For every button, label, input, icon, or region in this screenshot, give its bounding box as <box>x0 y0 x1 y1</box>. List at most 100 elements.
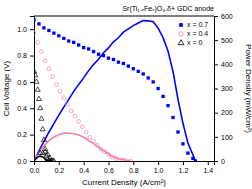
tick: 0.6 <box>104 161 114 174</box>
voltage-point <box>62 37 65 40</box>
voltage-point <box>67 39 70 42</box>
tick-label: 0.0 <box>17 158 27 165</box>
tick-label: 0.6 <box>17 79 27 86</box>
voltage-point <box>77 120 81 124</box>
tick-label: 500 <box>221 37 233 44</box>
tick-mark <box>183 161 184 165</box>
tick-label: 100 <box>221 134 233 141</box>
tick-label: 300 <box>221 85 233 92</box>
voltage-point <box>127 64 130 67</box>
power-line <box>34 133 131 161</box>
voltage-point <box>72 41 75 44</box>
tick-label: 0.4 <box>17 105 27 112</box>
voltage-point <box>166 104 169 107</box>
voltage-point <box>92 139 96 143</box>
voltage-point <box>88 135 92 139</box>
voltage-point <box>69 109 73 113</box>
tick-mark <box>30 82 34 83</box>
chart: 0.00.20.40.60.81.01.21.40.00.20.40.60.81… <box>0 0 252 189</box>
voltage-point <box>35 87 40 91</box>
y-axis-line <box>30 17 35 162</box>
tick-label: 1.2 <box>179 167 189 174</box>
legend-item: x = 0.4 <box>179 30 208 37</box>
voltage-point <box>51 75 55 79</box>
voltage-point <box>73 114 77 118</box>
voltage-point <box>186 151 189 154</box>
legend: x = 0.7 x = 0.4 x = 0 <box>178 21 208 46</box>
tick-mark <box>30 29 34 30</box>
tick-label: 600 <box>221 13 233 20</box>
tick-mark <box>214 16 218 17</box>
voltage-point <box>107 153 111 157</box>
voltage-point <box>52 31 55 34</box>
legend-label: x = 0.7 <box>187 21 208 28</box>
voltage-point <box>97 53 100 56</box>
tick-mark <box>214 89 218 90</box>
tick: 0.8 <box>129 161 139 174</box>
voltage-point <box>107 57 110 60</box>
voltage-point <box>38 105 43 109</box>
y2-axis-title: Power Density (mW/cm²) <box>244 44 252 133</box>
legend-label: x = 0.4 <box>187 30 208 37</box>
voltage-point <box>43 59 47 63</box>
voltage-point <box>125 159 129 161</box>
y2-axis-line <box>215 17 219 162</box>
voltage-point <box>147 76 150 79</box>
tick: 500 <box>214 37 233 44</box>
voltage-point <box>34 72 38 76</box>
voltage-point <box>99 147 103 151</box>
tick-mark <box>214 113 218 114</box>
tick-label: 200 <box>221 109 233 116</box>
tick-label: 0.8 <box>17 52 27 59</box>
y-axis: 0.00.20.40.60.81.0 <box>17 17 34 165</box>
tick-mark <box>30 135 34 136</box>
voltage-point <box>47 29 50 32</box>
tick-label: 1.0 <box>17 26 27 33</box>
tick: 0.6 <box>17 79 34 86</box>
legend-marker <box>179 32 183 36</box>
tick: 1.0 <box>17 26 34 33</box>
voltage-point <box>87 47 90 50</box>
title: Sr(Ti₁₋ₓFeₓ)O₃₋δ+ GDC anode <box>122 5 214 13</box>
plot-frame <box>34 16 214 17</box>
y2-axis: 0 100 200 300 400 500 600 <box>214 13 233 165</box>
voltage-point <box>137 70 140 73</box>
tick-mark <box>59 161 60 165</box>
tick: 0.8 <box>17 52 34 59</box>
tick-mark <box>214 64 218 65</box>
voltage-point <box>132 67 135 70</box>
tick: 0.0 <box>17 158 34 165</box>
voltage-point <box>142 72 145 75</box>
voltage-point <box>122 158 126 161</box>
tick-mark <box>30 56 34 57</box>
tick-mark <box>30 161 34 162</box>
tick-label: 0.8 <box>129 167 139 174</box>
tick-label: 0 <box>221 158 225 165</box>
voltage-point <box>62 96 66 100</box>
voltage-point <box>82 46 85 49</box>
tick: 100 <box>214 134 233 141</box>
voltage-point <box>37 22 40 25</box>
tick-label: 1.4 <box>203 167 213 174</box>
voltage-point <box>77 43 80 46</box>
tick: 200 <box>214 109 233 116</box>
voltage-point <box>176 130 179 133</box>
voltage-point <box>34 31 36 35</box>
voltage-point <box>40 126 45 130</box>
voltage-point <box>181 142 184 145</box>
tick-mark <box>30 108 34 109</box>
y-axis-title: Cell Voltage (V) <box>2 60 11 116</box>
tick: 0.4 <box>79 161 89 174</box>
voltage-point <box>152 80 155 83</box>
voltage-point <box>47 67 51 71</box>
legend-label: x = 0 <box>187 39 202 46</box>
voltage-point <box>171 116 174 119</box>
tick: 1.4 <box>203 161 213 174</box>
tick-mark <box>214 161 218 162</box>
voltage-point <box>58 89 62 93</box>
voltage-point <box>112 58 115 61</box>
tick: 0.0 <box>30 161 40 174</box>
voltage-point <box>129 159 133 161</box>
tick: 0.2 <box>54 161 64 174</box>
tick-label: 400 <box>221 61 233 68</box>
